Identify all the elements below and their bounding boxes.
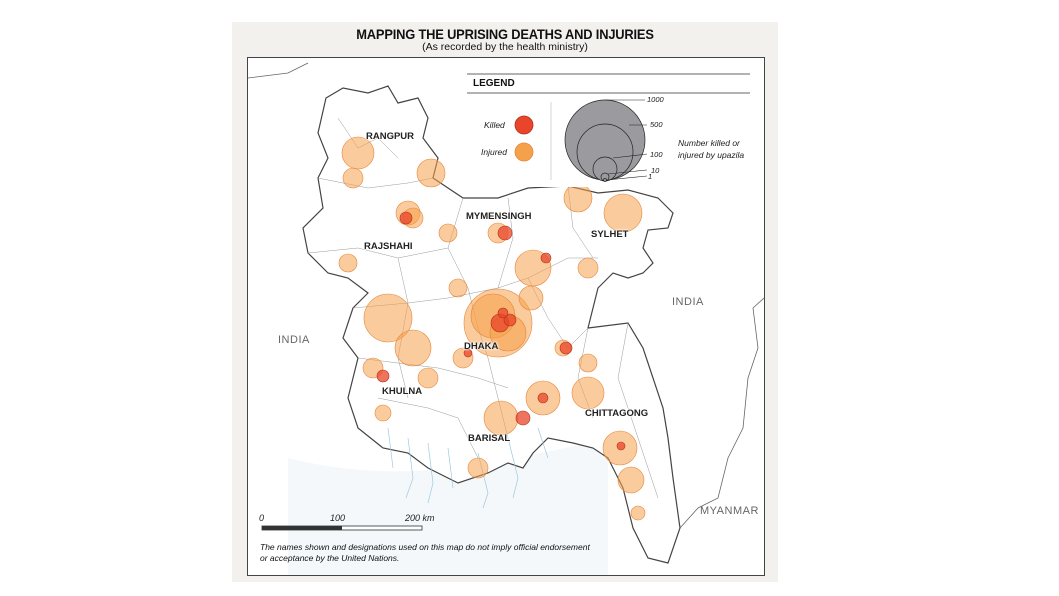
disclaimer: The names shown and designations used on… <box>260 542 590 563</box>
division-label-khulna: KHULNA <box>382 386 423 397</box>
killed-circle <box>497 307 509 319</box>
killed-circles <box>376 211 626 451</box>
injured-circle <box>571 376 605 410</box>
division-label-barisal: BARISAL <box>468 433 511 444</box>
injured-circle <box>374 404 392 422</box>
legend-killed-swatch <box>514 115 534 135</box>
legend-injured-swatch <box>514 142 534 162</box>
legend-size-10: 10 <box>651 166 660 175</box>
legend: LEGEND Killed Injured 1000 500 100 10 1 … <box>467 70 754 187</box>
injured-circle <box>338 253 358 273</box>
killed-circle <box>559 341 573 355</box>
division-label-rangpur: RANGPUR <box>366 131 415 142</box>
bay-of-bengal <box>288 438 608 575</box>
scale-label-0: 0 <box>259 513 265 523</box>
legend-size-1: 1 <box>648 172 653 181</box>
legend-size-500: 500 <box>650 120 663 129</box>
injured-circle <box>603 193 643 233</box>
injured-circle <box>483 400 519 436</box>
division-label-sylhet: SYLHET <box>591 229 629 240</box>
injured-circle <box>578 353 598 373</box>
injured-circle <box>617 466 645 494</box>
legend-injured-label: Injured <box>481 147 507 157</box>
injured-circle <box>342 167 364 189</box>
map-canvas <box>248 62 764 575</box>
myanmar-border <box>679 297 764 529</box>
country-label-myanmar: MYANMAR <box>700 505 759 517</box>
injured-circle <box>448 278 468 298</box>
killed-circle <box>497 225 513 241</box>
map-title: MAPPING THE UPRISING DEATHS AND INJURIES <box>356 26 654 42</box>
division-label-chittagong: CHITTAGONG <box>585 408 649 419</box>
injured-circle <box>563 183 593 213</box>
injured-circle <box>416 158 446 188</box>
killed-circle <box>616 441 626 451</box>
killed-circle <box>515 410 531 426</box>
legend-killed-label: Killed <box>484 120 505 130</box>
division-label-dhaka: DHAKA <box>464 341 499 352</box>
legend-size-leaders <box>605 99 648 181</box>
scale-label-200: 200 km <box>405 513 435 523</box>
division-label-mymensingh: MYMENSINGH <box>466 211 532 222</box>
killed-circle <box>399 211 413 225</box>
map-subtitle: (As recorded by the health ministry) <box>422 41 588 53</box>
legend-size-1000: 1000 <box>647 95 664 104</box>
injured-circle <box>394 329 432 367</box>
killed-circle <box>503 313 517 327</box>
division-label-rajshahi: RAJSHAHI <box>364 241 413 252</box>
legend-title: LEGEND <box>473 78 515 89</box>
injured-circle <box>417 367 439 389</box>
map-frame: INDIA INDIA MYANMAR RANGPUR RAJSHAHI MYM… <box>247 57 765 576</box>
legend-graphics <box>467 73 750 182</box>
killed-circle <box>537 392 549 404</box>
killed-circle <box>463 348 473 358</box>
injured-circle <box>363 293 413 343</box>
legend-size-description: Number killed or injured by upazila <box>678 138 745 160</box>
scale-label-100: 100 <box>330 513 346 523</box>
injured-circle <box>630 505 646 521</box>
country-label-india-east: INDIA <box>672 296 704 308</box>
india-border-north <box>248 62 309 79</box>
scale-bar <box>261 525 423 531</box>
country-label-india-west: INDIA <box>278 334 310 346</box>
legend-size-circles <box>564 99 646 182</box>
injured-circle <box>577 257 599 279</box>
injured-circle <box>467 457 489 479</box>
injured-circle <box>438 223 458 243</box>
killed-circle <box>376 369 390 383</box>
legend-size-100: 100 <box>650 150 663 159</box>
injured-circle <box>518 285 544 311</box>
killed-circle <box>540 252 552 264</box>
